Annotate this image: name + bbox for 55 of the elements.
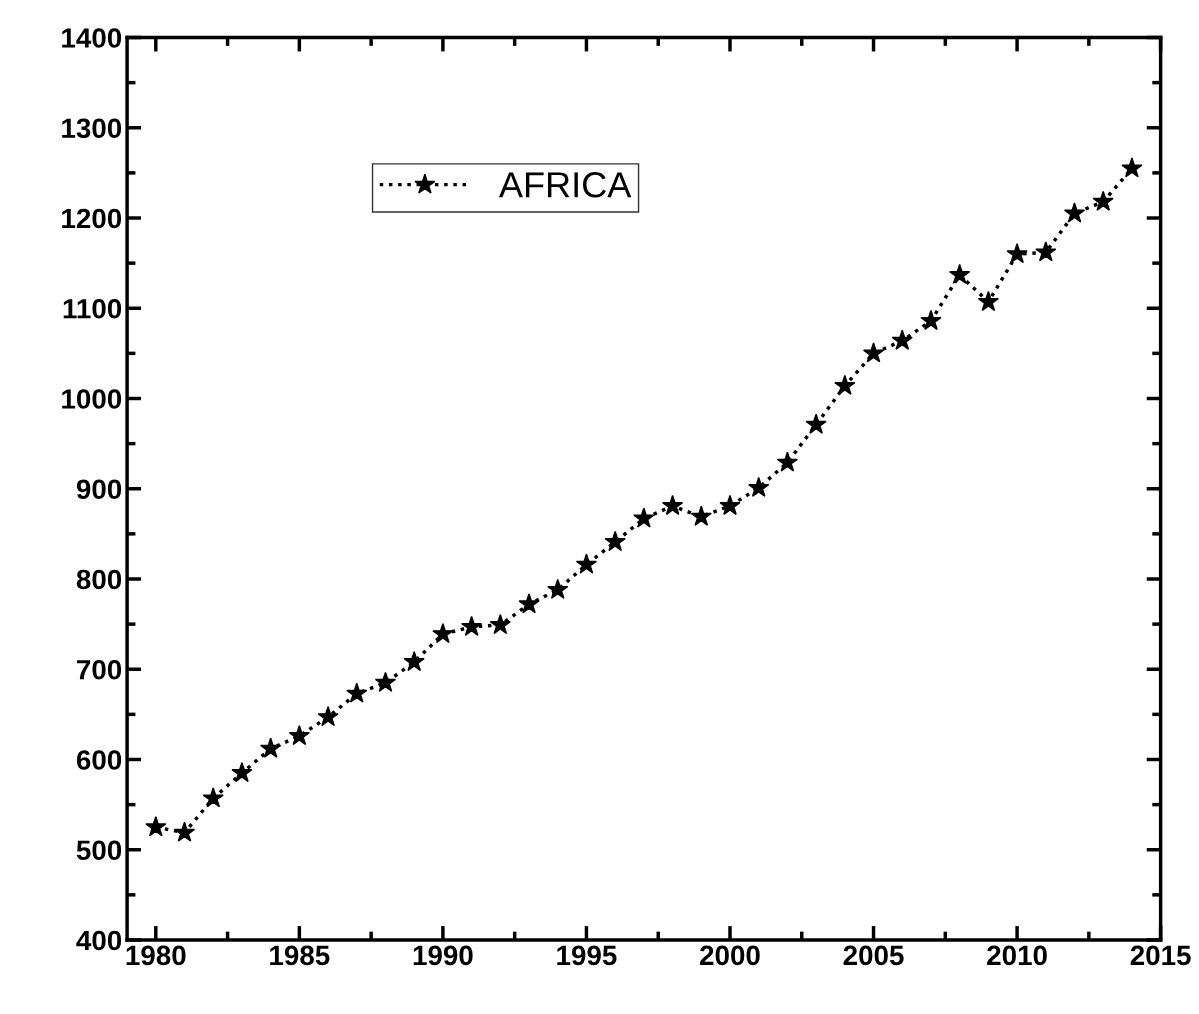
point — [317, 705, 339, 727]
point — [748, 476, 770, 497]
point — [288, 724, 310, 746]
y-tick-label: 600 — [76, 750, 122, 770]
point — [403, 650, 425, 672]
point — [805, 413, 827, 434]
y-tick-label: 800 — [76, 569, 122, 590]
y-tick-label: 900 — [76, 479, 122, 500]
point — [1121, 157, 1143, 178]
point — [145, 816, 167, 837]
y-tick-label: 1100 — [63, 298, 122, 319]
point — [661, 494, 684, 516]
y-tick-label: 500 — [76, 840, 122, 861]
point — [719, 494, 741, 516]
point — [202, 787, 224, 808]
x-tick-label: 1990 — [413, 945, 473, 966]
point — [547, 578, 569, 599]
x-tick-label: 2005 — [843, 945, 904, 966]
x-tick-label: 2010 — [987, 945, 1047, 966]
x-tick-label: 1980 — [126, 945, 186, 966]
point — [1092, 190, 1114, 211]
point — [518, 593, 540, 614]
point — [949, 263, 971, 284]
point — [461, 615, 483, 636]
x-tick-label: 2000 — [700, 945, 760, 966]
x-tick-label: 1985 — [270, 945, 330, 966]
point — [432, 622, 454, 644]
point — [489, 613, 511, 635]
point — [834, 374, 856, 395]
legend-label: AFRICA — [498, 172, 632, 198]
point — [776, 451, 799, 472]
point — [346, 682, 368, 703]
point — [690, 505, 712, 526]
point — [260, 737, 282, 758]
point — [604, 530, 626, 552]
point — [1063, 202, 1086, 223]
y-tick-label: 1300 — [62, 118, 122, 139]
point — [231, 761, 253, 783]
y-tick-label: 400 — [76, 930, 122, 951]
point — [1035, 241, 1057, 262]
point — [977, 290, 999, 312]
y-tick-label: 1200 — [62, 208, 122, 229]
x-tick-label: 1995 — [557, 945, 617, 966]
point — [891, 329, 913, 350]
point — [920, 309, 942, 331]
point — [173, 821, 196, 842]
point — [1006, 242, 1028, 264]
y-tick-label: 1400 — [62, 28, 122, 48]
point — [374, 671, 397, 692]
point — [575, 553, 598, 574]
y-tick-label: 1000 — [62, 389, 122, 409]
point — [633, 507, 655, 528]
x-tick-label: 2015 — [1130, 945, 1191, 966]
point — [862, 342, 885, 363]
y-tick-label: 700 — [77, 659, 122, 680]
